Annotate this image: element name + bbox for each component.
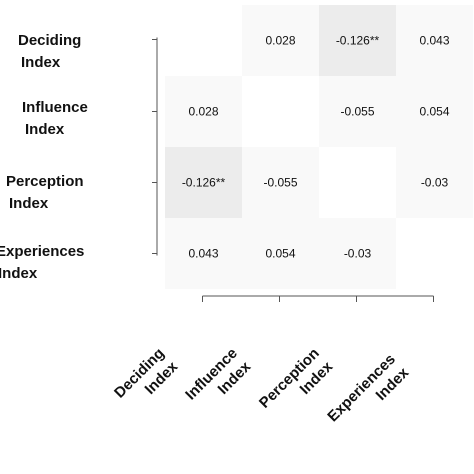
heatmap-cell-r0-c3 [396, 5, 473, 76]
cell-value-r2-c3: -0.03 [421, 176, 449, 190]
cell-value-r2-c0: -0.126** [182, 176, 226, 190]
row-label-3: Experiences Index [0, 243, 84, 282]
heatmap-cell-r1-c1 [242, 76, 319, 147]
cell-value-r3-c2: -0.03 [344, 247, 372, 261]
heatmap-cell-r0-c2 [319, 5, 396, 76]
cell-value-r0-c2: -0.126** [336, 34, 380, 48]
row-label-line1: Deciding [18, 32, 81, 49]
cell-value-r0-c1: 0.028 [265, 34, 295, 48]
row-labels: Deciding Index Influence Index Perception Ind… [0, 32, 88, 282]
cell-value-r1-c3: 0.054 [419, 105, 449, 119]
heatmap-cell-r1-c0 [165, 76, 242, 147]
row-label-2: Perception Index [6, 173, 84, 212]
row-label-0: Deciding Index [18, 32, 81, 71]
row-label-line1: Experiences [0, 243, 84, 260]
heatmap-cell-labels: 0.028 -0.126** 0.043 0.028 -0.055 0.054 -0.126… [182, 34, 450, 261]
heatmap-cell-r3-c0 [165, 218, 242, 289]
row-label-line1: Perception [6, 173, 84, 190]
heatmap-cell-r3-c1 [242, 218, 319, 289]
row-label-line2: Index [21, 54, 61, 71]
heatmap-cell-r0-c0 [165, 5, 242, 76]
heatmap-cell-r1-c2 [319, 76, 396, 147]
column-axis [202, 295, 434, 302]
heatmap-cell-r1-c3 [396, 76, 473, 147]
cell-value-r0-c3: 0.043 [419, 34, 449, 48]
heatmap-cell-r3-c2 [319, 218, 396, 289]
row-label-line2: Index [25, 121, 65, 138]
heatmap-cell-r2-c1 [242, 147, 319, 218]
row-axis [152, 37, 158, 256]
heatmap-cell-r3-c3 [396, 218, 473, 289]
row-label-1: Influence Index [22, 99, 88, 138]
row-label-line2: Index [0, 265, 38, 282]
row-label-line2: Index [9, 195, 49, 212]
cell-value-r3-c0: 0.043 [188, 247, 218, 261]
cell-value-r3-c1: 0.054 [265, 247, 295, 261]
heatmap-cell-r0-c1 [242, 5, 319, 76]
heatmap-cell-r2-c3 [396, 147, 473, 218]
cell-value-r1-c2: -0.055 [340, 105, 374, 119]
heatmap-cells [165, 5, 473, 289]
cell-value-r1-c0: 0.028 [188, 105, 218, 119]
heatmap-cell-r2-c0 [165, 147, 242, 218]
cell-value-r2-c1: -0.055 [263, 176, 297, 190]
heatmap-cell-r2-c2 [319, 147, 396, 218]
row-label-line1: Influence [22, 99, 88, 116]
